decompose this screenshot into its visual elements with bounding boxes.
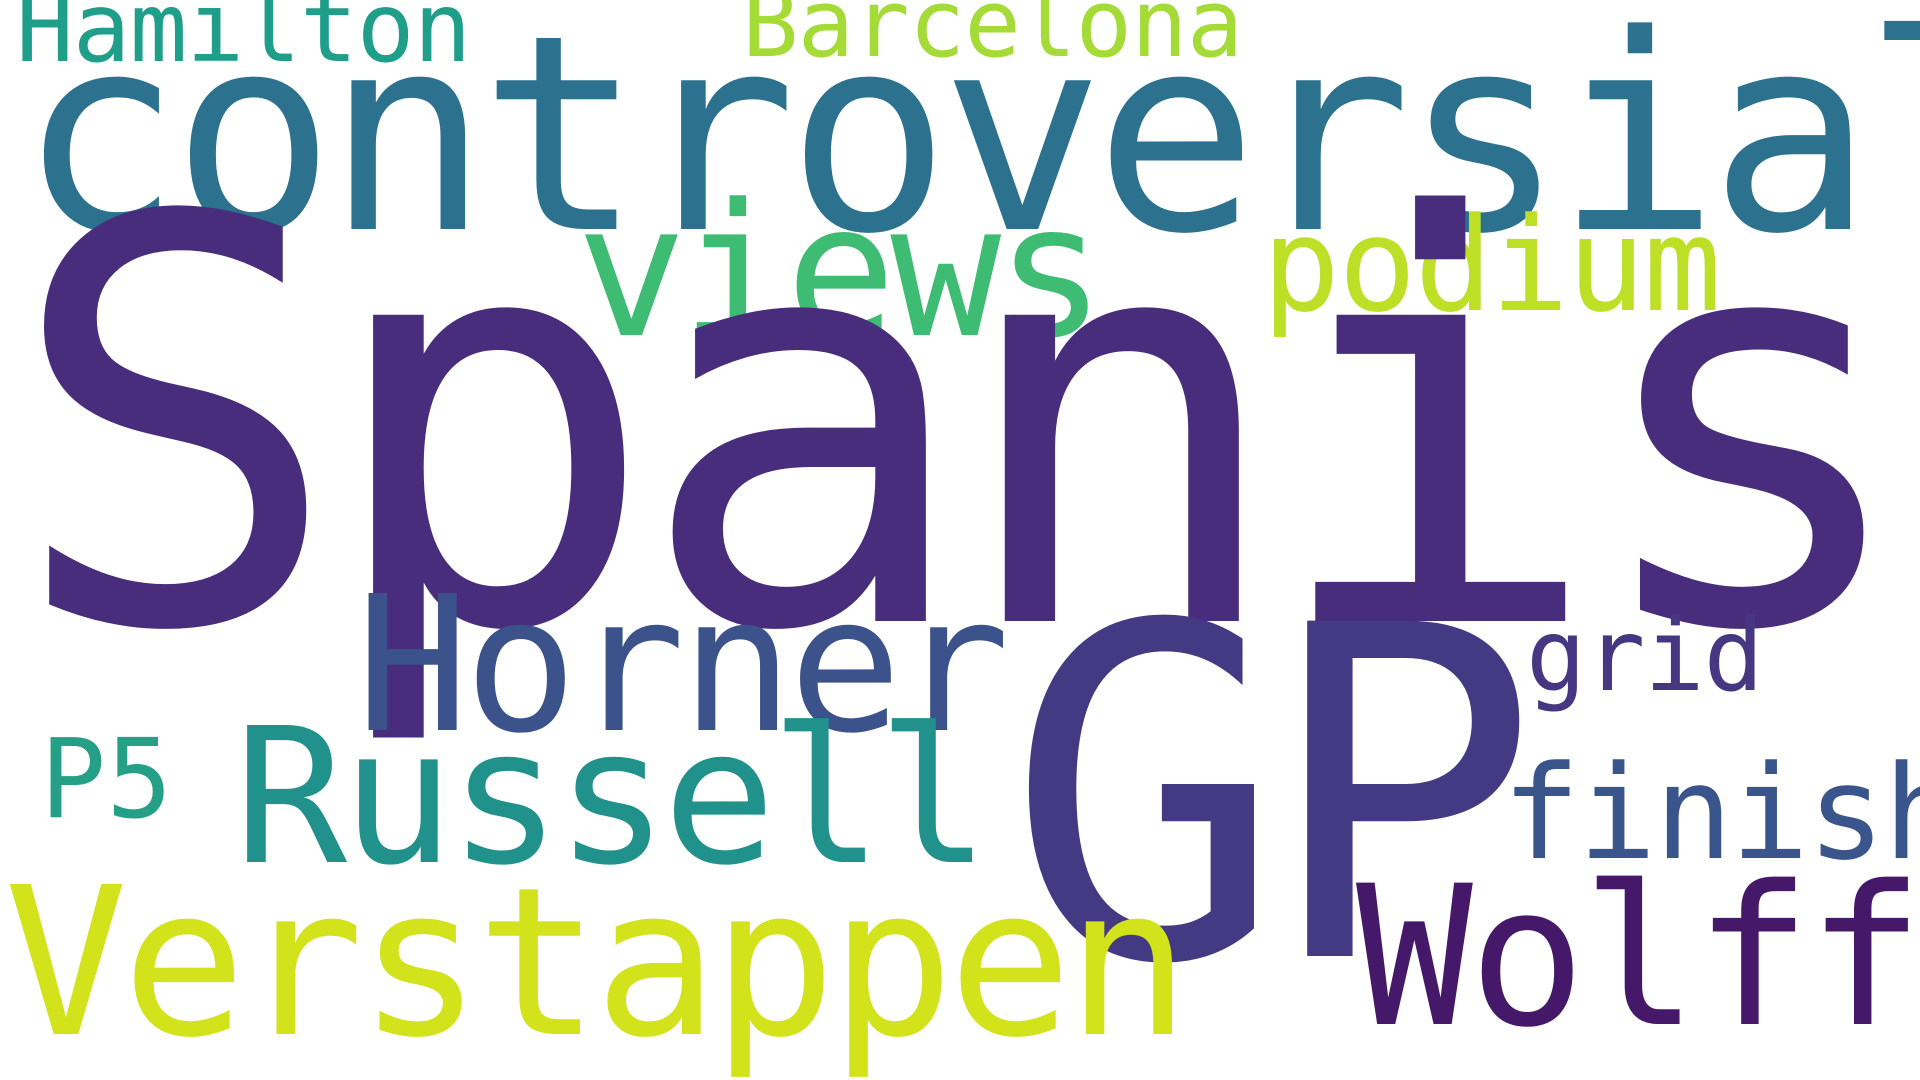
word-russell: Russell	[234, 688, 990, 907]
word-finish: finish	[1502, 737, 1920, 889]
word-gp: GP	[1006, 530, 1540, 1065]
word-verstappen: Verstappen	[4, 843, 1190, 1080]
word-views: views	[576, 165, 1106, 379]
word-wolff: Wolff	[1356, 844, 1920, 1070]
word-hamilton: Hamilton	[16, 0, 471, 84]
word-podium: podium	[1262, 189, 1722, 341]
word-grid: grid	[1526, 597, 1764, 714]
word-horner: Horner	[356, 556, 1010, 775]
word-spanish: Spanish	[6, 102, 1920, 754]
word-controversial: controversial	[18, 0, 1920, 294]
word-p5: P5	[40, 715, 173, 843]
word-barcelona: Barcelona	[742, 0, 1243, 79]
